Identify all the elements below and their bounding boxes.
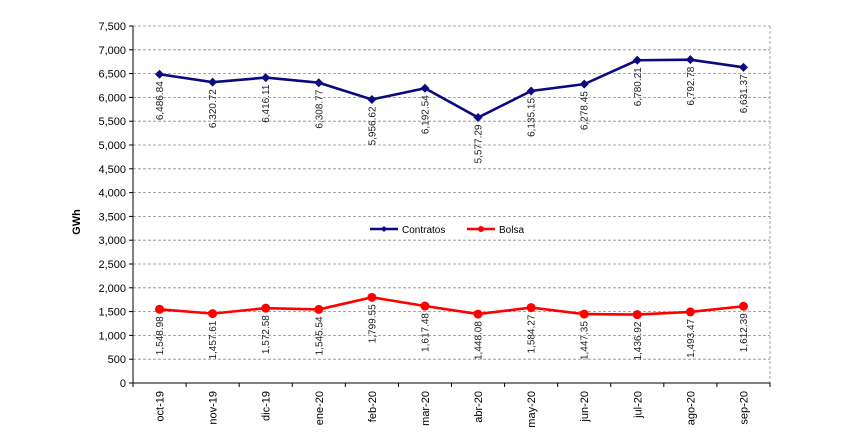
axes: 0 500 1,000 1,500 2,000 2,500 3,000 3,500 4,000 4…: [98, 21, 771, 428]
data-label: 1,436.92: [633, 321, 644, 360]
y-tick-label: 6,500: [98, 69, 126, 81]
data-label: 1,493.47: [686, 318, 697, 357]
x-tick-label: abr-20: [473, 391, 485, 423]
data-label: 1,572.58: [261, 315, 272, 354]
data-label: 5,577.29: [474, 124, 485, 163]
data-point-contratos: [261, 73, 271, 83]
legend-swatch-marker: [381, 226, 387, 232]
data-point-contratos: [208, 77, 218, 87]
data-label: 6,192.54: [420, 95, 431, 134]
y-tick-label: 3,500: [98, 211, 126, 223]
data-point-contratos: [526, 86, 536, 96]
data-point-contratos: [579, 79, 589, 89]
legend: Contratos Bolsa: [370, 225, 524, 236]
data-label: 6,792.78: [686, 66, 697, 105]
data-label: 1,584.27: [527, 314, 538, 353]
data-label: 1,548.98: [155, 316, 166, 355]
data-label: 6,416.11: [261, 84, 272, 123]
data-point-bolsa: [261, 303, 271, 313]
data-label: 6,320.72: [208, 89, 219, 128]
data-point-contratos: [155, 69, 165, 79]
x-tick-label: jun-20: [579, 391, 591, 423]
y-tick-label: 4,500: [98, 164, 126, 176]
data-label: 6,308.77: [314, 89, 325, 128]
y-tick-label: 1,000: [98, 330, 126, 342]
x-tick-label: dic-19: [261, 391, 273, 421]
series: [155, 55, 748, 320]
y-tick-label: 4,000: [98, 188, 126, 200]
data-label: 1,612.39: [739, 313, 750, 352]
legend-label: Contratos: [402, 225, 445, 236]
y-tick-label: 7,000: [98, 45, 126, 57]
data-label: 1,457.61: [208, 320, 219, 359]
data-point-bolsa: [526, 303, 536, 313]
data-point-bolsa: [685, 307, 695, 317]
data-point-bolsa: [155, 304, 165, 314]
data-point-contratos: [367, 94, 377, 104]
gridlines: [133, 25, 771, 383]
y-tick-label: 5,000: [98, 140, 126, 152]
x-tick-label: ago-20: [685, 391, 697, 425]
y-tick-label: 0: [120, 378, 126, 390]
data-label: 6,278.45: [580, 91, 591, 130]
y-tick-label: 2,500: [98, 259, 126, 271]
x-tick-label: jul-20: [632, 391, 644, 419]
y-tick-label: 5,500: [98, 116, 126, 128]
x-tick-label: oct-19: [155, 391, 167, 422]
data-point-contratos: [473, 113, 483, 123]
x-tick-label: nov-19: [208, 391, 220, 425]
data-point-bolsa: [579, 309, 589, 319]
data-point-bolsa: [420, 301, 430, 311]
data-label: 6,135.15: [527, 98, 538, 137]
y-tick-label: 7,500: [98, 21, 126, 33]
data-point-bolsa: [208, 309, 218, 319]
data-point-contratos: [420, 83, 430, 93]
legend-item-contratos: Contratos: [370, 225, 445, 236]
legend-label: Bolsa: [499, 225, 524, 236]
x-tick-label: feb-20: [367, 391, 379, 422]
data-label: 1,448.08: [474, 321, 485, 360]
data-label: 1,545.54: [314, 316, 325, 355]
data-point-bolsa: [367, 292, 377, 302]
data-point-bolsa: [473, 309, 483, 319]
x-tick-label: sep-20: [738, 391, 750, 425]
y-axis-title: GWh: [71, 209, 83, 235]
x-tick-label: ene-20: [314, 391, 326, 425]
y-tick-label: 2,000: [98, 283, 126, 295]
data-point-bolsa: [632, 310, 642, 320]
data-labels: 6,486.84 6,320.72 6,416.11 6,308.77 5,956.62…: [155, 66, 750, 360]
x-tick-label: mar-20: [420, 391, 432, 426]
legend-swatch-marker: [478, 226, 484, 232]
y-tick-label: 1,500: [98, 307, 126, 319]
data-point-contratos: [632, 55, 642, 65]
legend-item-bolsa: Bolsa: [467, 225, 524, 236]
data-label: 6,486.84: [155, 81, 166, 120]
y-tick-label: 6,000: [98, 92, 126, 104]
data-label: 1,799.55: [367, 304, 378, 343]
data-label: 1,617.48: [420, 313, 431, 352]
series-line-contratos: [159, 58, 744, 119]
data-label: 6,780.21: [633, 67, 644, 106]
data-label: 6,631.37: [739, 74, 750, 113]
data-point-contratos: [738, 62, 748, 72]
data-point-contratos: [685, 55, 695, 65]
y-tick-label: 3,000: [98, 235, 126, 247]
data-point-contratos: [314, 78, 324, 88]
y-tick-label: 500: [108, 354, 126, 366]
data-point-bolsa: [738, 301, 748, 311]
data-label: 1,447.35: [580, 321, 591, 360]
series-line-bolsa: [159, 296, 744, 316]
x-tick-label: may-20: [526, 391, 538, 428]
data-point-bolsa: [314, 304, 324, 314]
data-label: 5,956.62: [367, 106, 378, 145]
